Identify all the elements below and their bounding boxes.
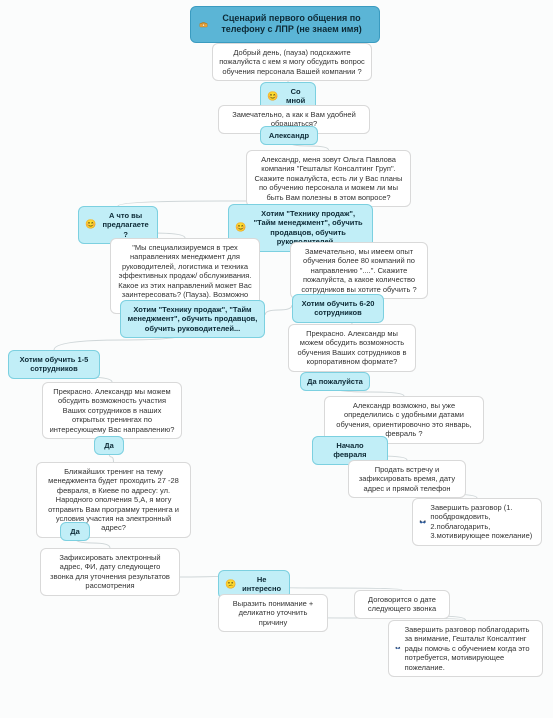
node-text: Да пожалуйста: [307, 377, 363, 386]
node-text: Александр возможно, вы уже определились …: [331, 401, 477, 439]
sad-icon: 😕: [225, 579, 236, 590]
node-text: Прекрасно. Александр мы можем обсудить в…: [295, 329, 409, 367]
node-text: Сценарий первого общения по телефону с Л…: [212, 13, 371, 36]
node-s10a: Выразить понимание + деликатно уточнить …: [218, 594, 328, 632]
handshake-icon: [395, 639, 401, 657]
node-text: Хотим обучить 1-5 сотрудников: [15, 355, 93, 374]
node-text: Прекрасно. Александр мы можем обсудить в…: [49, 387, 175, 434]
node-text: Зафиксировать электронный адрес, ФИ, дат…: [47, 553, 173, 591]
node-text: Выразить понимание + деликатно уточнить …: [225, 599, 321, 627]
node-s11: Завершить разговор поблагодарить за вним…: [388, 620, 543, 677]
node-title: Сценарий первого общения по телефону с Л…: [190, 6, 380, 43]
node-text: Да: [104, 441, 114, 450]
node-text: Александр, меня зовут Ольга Павлова комп…: [253, 155, 404, 202]
node-s3: Александр, меня зовут Ольга Павлова комп…: [246, 150, 411, 207]
flowchart-canvas: Сценарий первого общения по телефону с Л…: [0, 0, 553, 718]
node-a8a: Да: [60, 522, 90, 541]
smiley-icon: 😊: [85, 219, 96, 230]
node-text: Да: [70, 527, 80, 536]
node-text: Завершить разговор поблагодарить за вним…: [405, 625, 536, 672]
node-a6b: Да пожалуйста: [300, 372, 370, 391]
node-s4b: Замечательно, мы имеем опыт обучения бол…: [290, 242, 428, 299]
node-s7b: Продать встречу и зафиксировать время, д…: [348, 460, 466, 498]
node-text: Хотим "Технику продаж", "Тайм менеджмент…: [127, 305, 258, 333]
node-text: А что вы предлагаете ?: [100, 211, 151, 239]
node-text: Завершить разговор (1. пообдрождовить, 2…: [430, 503, 535, 541]
phone-icon: [199, 17, 208, 31]
node-s8b: Завершить разговор (1. пообдрождовить, 2…: [412, 498, 542, 546]
node-text: Договорится о дате следующего звонка: [361, 595, 443, 614]
node-s1: Добрый день, (пауза) подскажите пожалуйс…: [212, 43, 372, 81]
node-a2: Александр: [260, 126, 318, 145]
node-s10b: Договорится о дате следующего звонка: [354, 590, 450, 619]
node-s9a: Зафиксировать электронный адрес, ФИ, дат…: [40, 548, 180, 596]
node-text: Продать встречу и зафиксировать время, д…: [355, 465, 459, 493]
smiley-icon: 😊: [235, 222, 246, 233]
node-text: Со мной: [282, 87, 309, 106]
smiley-icon: 😊: [267, 91, 278, 102]
handshake-icon: [419, 513, 426, 531]
node-a4b: Хотим обучить 6-20 сотрудников: [292, 294, 384, 323]
node-s5a: Прекрасно. Александр мы можем обсудить в…: [42, 382, 182, 439]
node-text: Замечательно, мы имеем опыт обучения бол…: [297, 247, 421, 294]
node-s5b: Прекрасно. Александр мы можем обсудить в…: [288, 324, 416, 372]
node-a4a: Хотим "Технику продаж", "Тайм менеджмент…: [120, 300, 265, 338]
node-text: Начало февраля: [319, 441, 381, 460]
node-a5: Хотим обучить 1-5 сотрудников: [8, 350, 100, 379]
node-text: Не интересно: [240, 575, 283, 594]
node-a6a: Да: [94, 436, 124, 455]
node-text: Александр: [269, 131, 309, 140]
node-text: "Мы специализируемся в трех направлениях…: [117, 243, 253, 309]
node-text: Хотим "Технику продаж", "Тайм менеджмент…: [250, 209, 366, 247]
node-text: Добрый день, (пауза) подскажите пожалуйс…: [219, 48, 365, 76]
node-text: Хотим обучить 6-20 сотрудников: [299, 299, 377, 318]
